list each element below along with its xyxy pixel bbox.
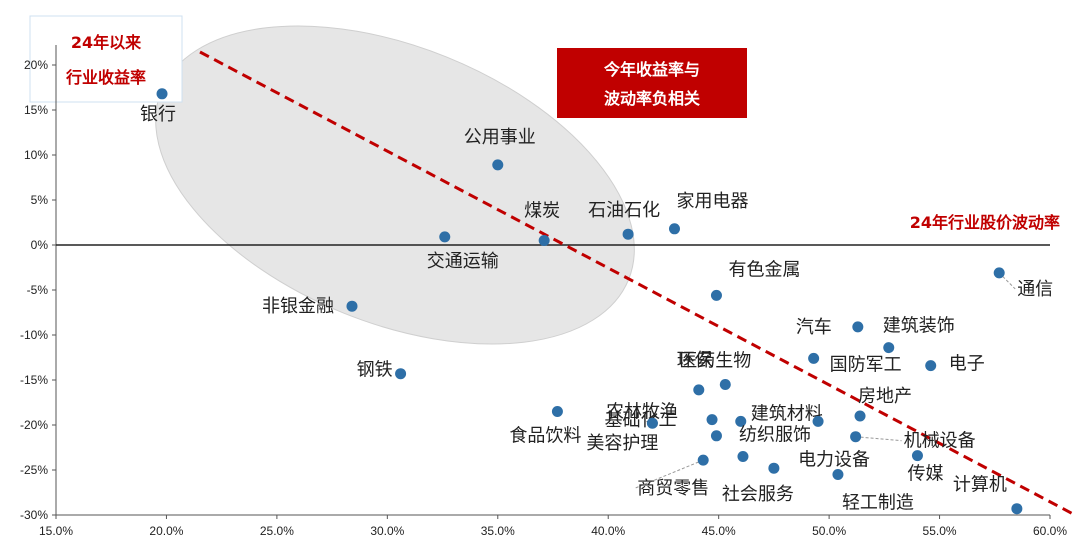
trend-line	[199, 50, 1076, 517]
data-point	[832, 469, 844, 480]
x-tick-label: 30.0%	[370, 524, 404, 538]
x-tick-label: 60.0%	[1033, 524, 1067, 538]
point-label: 社会服务	[722, 484, 794, 505]
label-leader-line	[998, 272, 1016, 290]
x-tick-label: 40.0%	[591, 524, 625, 538]
label-leader-line	[855, 436, 902, 442]
point-label: 公用事业	[464, 127, 536, 148]
data-point	[395, 368, 407, 380]
point-label: 农林牧渔	[606, 402, 678, 423]
x-tick-label: 55.0%	[923, 524, 957, 538]
data-point	[812, 415, 824, 427]
y-tick-label: -20%	[20, 418, 48, 432]
data-point	[710, 289, 722, 301]
data-point	[768, 462, 780, 474]
data-point	[346, 300, 358, 312]
y-axis-title-line2: 行业收益率	[65, 68, 146, 87]
data-point	[911, 450, 923, 462]
point-label: 通信	[1017, 279, 1053, 300]
y-tick-label: -30%	[20, 508, 48, 522]
data-point	[737, 451, 749, 462]
point-label: 传媒	[907, 464, 943, 485]
x-tick-label: 50.0%	[812, 524, 846, 538]
point-label: 轻工制造	[842, 493, 914, 514]
data-point	[538, 235, 550, 246]
point-label: 电力设备	[798, 449, 870, 470]
y-tick-label: -25%	[20, 463, 48, 477]
data-point	[551, 406, 563, 417]
point-label: 有色金属	[728, 259, 800, 280]
point-label: 非银金融	[262, 296, 334, 317]
x-tick-label: 20.0%	[149, 524, 183, 538]
y-tick-label: -10%	[20, 328, 48, 342]
point-label: 食品饮料	[509, 426, 581, 447]
point-label: 美容护理	[586, 433, 658, 454]
data-point	[852, 321, 864, 333]
point-label: 电子	[949, 354, 985, 375]
point-label: 煤炭	[524, 201, 560, 222]
y-tick-label: -5%	[27, 283, 49, 297]
y-tick-label: 5%	[31, 193, 49, 207]
data-point	[693, 384, 705, 396]
data-point	[883, 342, 895, 354]
data-point	[697, 454, 709, 466]
correlation-annotation-line2: 波动率负相关	[604, 89, 700, 108]
data-point	[622, 228, 634, 240]
x-tick-label: 45.0%	[702, 524, 736, 538]
point-label: 医药生物	[679, 351, 751, 372]
point-label: 钢铁	[357, 360, 393, 381]
point-label: 基础化工	[604, 410, 676, 431]
point-label: 国防军工	[830, 354, 902, 375]
x-tick-label: 25.0%	[260, 524, 294, 538]
point-label: 环保	[677, 350, 713, 371]
point-label: 石油石化	[588, 200, 660, 221]
y-tick-label: 0%	[31, 238, 49, 252]
y-tick-label: 20%	[24, 58, 48, 72]
y-tick-label: 15%	[24, 103, 48, 117]
point-label: 建筑材料	[751, 403, 823, 424]
point-label: 家用电器	[676, 191, 748, 212]
point-label: 银行	[140, 104, 176, 125]
data-point	[710, 430, 722, 442]
y-tick-label: -15%	[20, 373, 48, 387]
y-axis-title-box	[29, 15, 183, 103]
data-point	[735, 415, 747, 427]
data-point	[646, 417, 658, 429]
data-point	[850, 431, 862, 443]
data-point	[854, 410, 866, 422]
point-label: 汽车	[796, 317, 832, 338]
x-tick-label: 35.0%	[481, 524, 515, 538]
point-label: 机械设备	[904, 431, 976, 452]
data-point	[706, 414, 718, 426]
data-point	[156, 88, 168, 100]
point-label: 商贸零售	[637, 478, 709, 499]
data-point	[808, 352, 820, 364]
data-point	[719, 379, 731, 390]
point-label: 纺织服饰	[739, 425, 811, 446]
correlation-annotation-line1: 今年收益率与	[603, 60, 700, 79]
correlation-annotation-box	[557, 48, 747, 118]
data-point	[925, 360, 937, 372]
data-point	[668, 223, 680, 235]
data-point	[492, 159, 504, 171]
y-tick-label: 10%	[24, 148, 48, 162]
point-label: 计算机	[953, 475, 1007, 496]
data-point	[1011, 503, 1023, 515]
y-axis-title-line1: 24年以来	[71, 33, 142, 52]
point-label: 房地产	[858, 386, 912, 407]
point-label: 建筑装饰	[883, 316, 955, 337]
point-label: 交通运输	[427, 251, 499, 272]
x-axis-title: 24年行业股价波动率	[910, 213, 1060, 232]
label-leader-line	[635, 459, 704, 489]
data-point	[993, 267, 1005, 279]
x-tick-label: 15.0%	[39, 524, 73, 538]
data-point	[439, 231, 451, 243]
